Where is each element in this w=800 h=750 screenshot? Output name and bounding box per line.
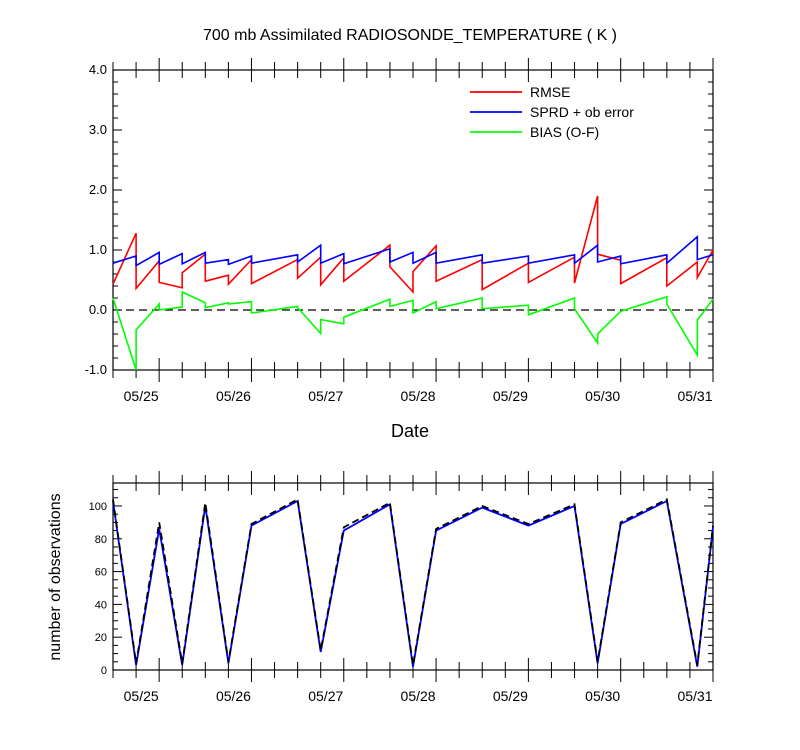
y-tick-label: -1.0 [85, 362, 107, 377]
y-tick-label: 80 [95, 534, 107, 546]
legend-label: BIAS (O-F) [530, 124, 599, 140]
y-tick-label: 0 [101, 665, 107, 677]
x-tick-label: 05/28 [401, 688, 436, 704]
series-line-sprd-ob-error [112, 235, 714, 267]
x-tick-label: 05/30 [585, 688, 620, 704]
y-tick-label: 60 [95, 567, 107, 579]
x-tick-label: 05/29 [493, 388, 528, 404]
legend-label: RMSE [530, 84, 570, 100]
x-axis-label: Date [391, 421, 429, 441]
x-tick-label: 05/25 [124, 688, 159, 704]
chart-title: 700 mb Assimilated RADIOSONDE_TEMPERATUR… [203, 27, 617, 44]
top-chart-plot: -1.0 0.0 1.0 2.0 3.0 4.0 05/25 05/26 05/27 05/28 0… [85, 58, 714, 404]
y-tick-label: 100 [89, 501, 107, 513]
x-tick-label: 05/30 [585, 388, 620, 404]
x-tick-label: 05/27 [308, 688, 343, 704]
series-line-assimilated [112, 499, 714, 667]
x-tick-label: 05/29 [493, 688, 528, 704]
x-tick-label: 05/31 [677, 688, 712, 704]
y-tick-label: 1.0 [89, 242, 107, 257]
legend-label: SPRD + ob error [530, 104, 634, 120]
y-tick-label: 0.0 [89, 302, 107, 317]
x-tick-label: 05/26 [216, 688, 251, 704]
x-tick-label: 05/31 [677, 388, 712, 404]
y-tick-label: 40 [95, 599, 107, 611]
series-line-bias-o-f [112, 290, 714, 371]
series-line-possible [112, 498, 714, 666]
x-tick-label: 05/27 [308, 388, 343, 404]
y-tick-label: 4.0 [89, 62, 107, 77]
y-tick-label: 3.0 [89, 122, 107, 137]
x-tick-label: 05/28 [401, 388, 436, 404]
plot-frame [112, 482, 714, 671]
y-axis-label-bottom: number of observations [47, 493, 64, 660]
series-line-rmse [112, 195, 714, 295]
y-tick-label: 20 [95, 632, 107, 644]
x-tick-label: 05/25 [124, 388, 159, 404]
bottom-chart-plot: 0 20 40 60 80 100 05/25 05/26 05/27 05/28 05/29 05/… [89, 471, 714, 704]
y-tick-label: 2.0 [89, 182, 107, 197]
x-tick-label: 05/26 [216, 388, 251, 404]
